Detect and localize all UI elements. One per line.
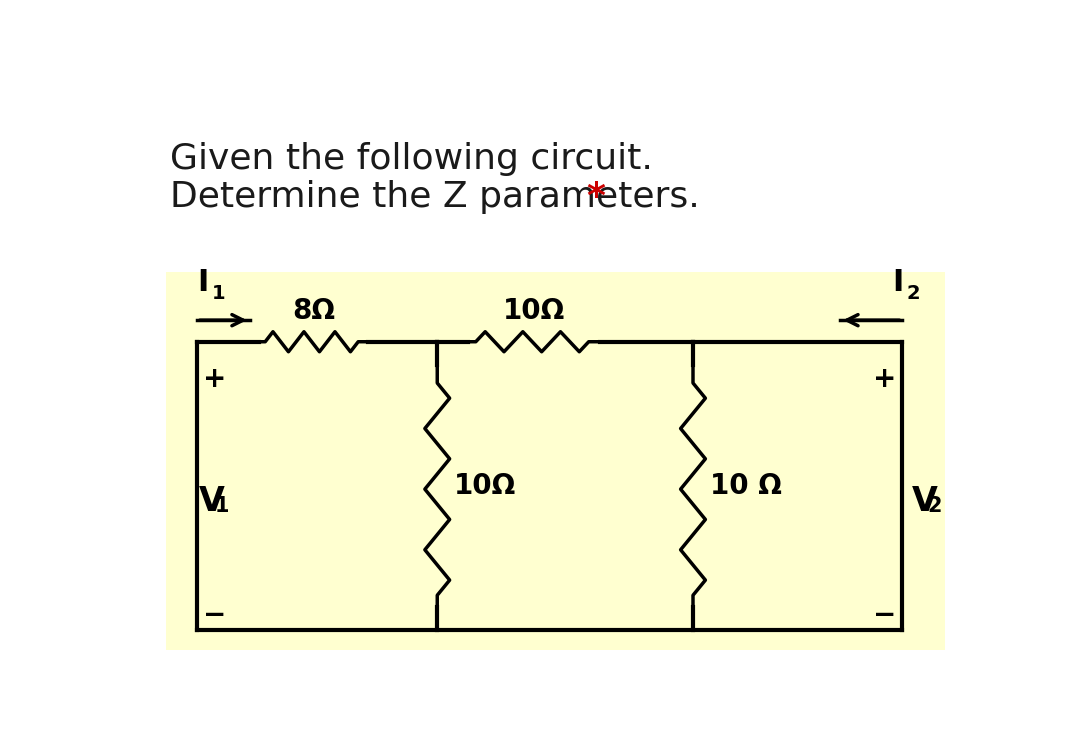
Text: +: +: [873, 365, 896, 393]
FancyBboxPatch shape: [166, 272, 945, 649]
Text: 2: 2: [906, 284, 920, 303]
Text: *: *: [586, 180, 605, 214]
Text: V: V: [912, 485, 937, 518]
Text: 1: 1: [212, 284, 226, 303]
Text: 1: 1: [215, 496, 229, 516]
Text: V: V: [199, 485, 225, 518]
Text: −: −: [873, 601, 896, 629]
Text: +: +: [203, 365, 227, 393]
Text: 8Ω: 8Ω: [292, 297, 335, 325]
Text: I: I: [892, 268, 904, 297]
Text: I: I: [197, 268, 208, 297]
Text: 2: 2: [928, 496, 943, 516]
Text: −: −: [203, 601, 227, 629]
Text: Determine the Z parameters.: Determine the Z parameters.: [170, 180, 700, 214]
Text: 10Ω: 10Ω: [503, 297, 565, 325]
Text: 10Ω: 10Ω: [455, 472, 516, 500]
Text: 10 Ω: 10 Ω: [710, 472, 782, 500]
Text: Given the following circuit.: Given the following circuit.: [170, 141, 652, 175]
